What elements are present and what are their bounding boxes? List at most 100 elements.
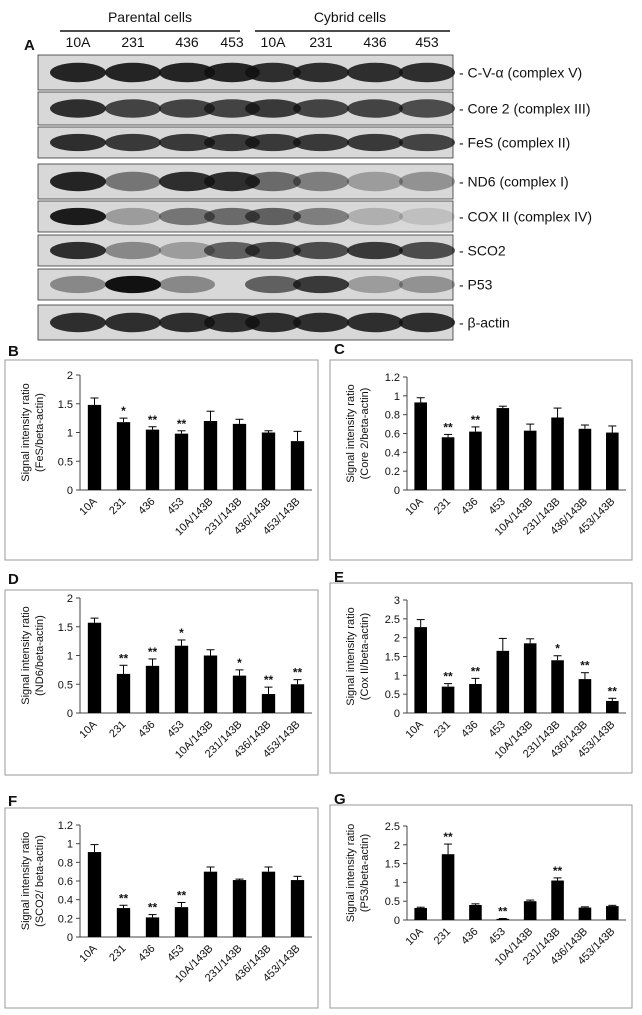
bar: [203, 871, 218, 937]
blot-band: [245, 62, 301, 83]
significance: **: [148, 645, 158, 659]
y-tick-label: 0: [394, 708, 400, 720]
band-label: - Core 2 (complex III): [459, 101, 590, 117]
bar: [469, 904, 482, 920]
band-label: - β-actin: [459, 315, 510, 331]
blot-band: [159, 275, 215, 294]
bar: [87, 622, 102, 713]
blot-band: [293, 62, 349, 83]
band-label: - C-V-α (complex V): [459, 65, 582, 81]
y-tick-label: 1: [67, 651, 73, 663]
x-tick-label: 436: [459, 926, 480, 947]
x-tick-label: 453: [486, 719, 507, 740]
blot-band: [50, 62, 106, 83]
significance: **: [471, 413, 481, 427]
blot-band: [293, 133, 349, 152]
chart-frame: [329, 359, 633, 561]
panel-letter: F: [8, 793, 17, 810]
y-tick-label: 1: [394, 670, 400, 682]
blot-band: [105, 207, 161, 226]
bar: [203, 421, 218, 490]
y-tick-label: 0.6: [58, 876, 73, 888]
y-axis-label: (Core 2/beta-actin): [359, 388, 371, 480]
blot-band: [50, 207, 106, 226]
significance: **: [177, 417, 187, 431]
bar: [523, 430, 537, 490]
significance: **: [498, 904, 508, 918]
x-tick-label: 231: [107, 496, 128, 517]
bar: [261, 871, 276, 937]
blot-band: [50, 312, 106, 333]
blot-band: [204, 133, 260, 152]
y-axis-label: Signal intensity ratio: [345, 607, 357, 705]
blot-band: [245, 171, 301, 192]
bar: [578, 679, 592, 713]
y-tick-label: 1: [67, 428, 73, 440]
bar: [232, 675, 247, 713]
lane-label: 10A: [66, 34, 92, 50]
blot-band: [245, 241, 301, 260]
blot-band: [105, 171, 161, 192]
x-tick-label: 436: [136, 496, 157, 517]
y-tick-label: 1.5: [58, 622, 73, 634]
blot-band: [293, 312, 349, 333]
x-tick-label: 10A: [77, 942, 100, 965]
bar: [414, 907, 427, 920]
bar: [261, 694, 276, 713]
y-tick-label: 0: [394, 485, 400, 497]
x-tick-label: 231: [432, 926, 453, 947]
y-tick-label: 1.5: [385, 652, 400, 664]
blot-band: [245, 99, 301, 118]
blot-band: [105, 275, 161, 294]
blot-band: [399, 207, 455, 226]
significance: **: [119, 651, 129, 665]
significance: **: [471, 664, 481, 678]
chart-frame: [4, 807, 319, 1009]
x-tick-label: 453: [486, 926, 507, 947]
blot-band: [293, 275, 349, 294]
significance: **: [580, 659, 590, 673]
y-tick-label: 0.8: [385, 410, 400, 422]
blot-band: [204, 99, 260, 118]
x-tick-label: 10A: [403, 495, 426, 518]
bar: [116, 673, 131, 713]
x-tick-label: 10A: [77, 718, 100, 741]
x-tick-label: 231: [107, 943, 128, 964]
bar: [203, 655, 218, 713]
x-tick-label: 453: [165, 496, 186, 517]
blot-band: [105, 241, 161, 260]
y-tick-label: 0.5: [58, 456, 73, 468]
x-tick-label: 231: [432, 719, 453, 740]
significance: **: [177, 888, 187, 902]
lane-label: 436: [363, 34, 387, 50]
y-axis-label: (FeS/beta-actin): [34, 393, 46, 472]
bar: [578, 907, 592, 920]
blot-band: [347, 275, 403, 294]
x-tick-label: 453: [165, 719, 186, 740]
blot-band: [159, 241, 215, 260]
blot-band: [50, 241, 106, 260]
y-tick-label: 1: [394, 877, 400, 889]
bar: [606, 906, 619, 920]
lane-label: 436: [175, 34, 199, 50]
x-tick-label: 436: [459, 496, 480, 517]
y-axis-label: (ND6/beta-actin): [34, 615, 46, 696]
bar: [551, 660, 564, 713]
significance: **: [264, 673, 274, 687]
bar: [441, 854, 455, 920]
bar: [523, 901, 537, 920]
bar: [469, 683, 482, 713]
bar: [578, 428, 592, 490]
y-tick-label: 1.2: [385, 372, 400, 384]
lane-label: 231: [309, 34, 333, 50]
blot-band: [399, 62, 455, 83]
blot-band: [245, 312, 301, 333]
significance: *: [121, 404, 126, 418]
lane-label: 231: [121, 34, 145, 50]
y-axis-label: Signal intensity ratio: [345, 384, 357, 482]
blot-band: [245, 275, 301, 294]
blot-band: [399, 275, 455, 294]
x-tick-label: 436: [136, 943, 157, 964]
bar: [414, 402, 427, 490]
